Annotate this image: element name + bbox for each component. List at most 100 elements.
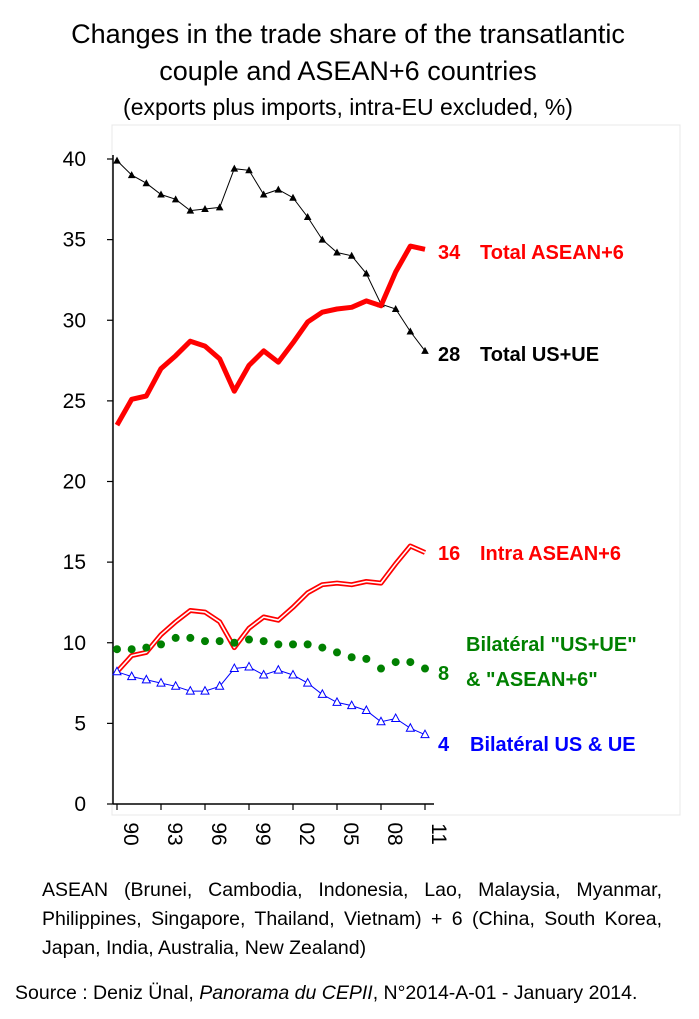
x-tick-label: 99 [251,822,274,845]
end-value-label: 4 [438,734,450,756]
end-value-label: 28 [438,344,460,366]
data-point-total-us-ue [186,206,195,214]
x-tick-label: 96 [207,822,230,845]
data-point-bilateral-us-ue [170,680,181,690]
data-point-bilateral-us-ue [112,666,122,676]
data-point-total-us-ue [142,179,151,187]
series-name-label: Bilatéral US & UE [470,734,636,756]
data-point-total-us-ue [157,190,165,198]
data-point-bilateral-us-ue [156,677,166,687]
data-point-total-us-ue [421,346,429,354]
data-point-bilateral-us-ue [258,669,269,679]
series-name-label: Total ASEAN+6 [480,242,624,264]
data-point-bilateral-us-ue [302,677,313,687]
data-point-bilateral-usue-asean6 [421,664,429,673]
series-line-total-us-ue [116,160,426,352]
chart: Changes in the trade share of the transa… [63,19,681,846]
data-point-bilateral-us-ue [420,729,430,739]
data-point-bilateral-us-ue [361,704,372,714]
series-total-asean6 [114,243,426,427]
series-line-intra-asean6-inner [116,545,426,673]
data-point-bilateral-us-ue [346,700,357,710]
x-tick-label: 02 [295,822,318,845]
data-point-bilateral-usue-asean6 [171,633,180,642]
data-point-bilateral-usue-asean6 [377,664,385,673]
end-value-label: 34 [438,242,461,264]
data-point-total-us-ue [289,193,297,201]
data-point-bilateral-usue-asean6 [289,640,297,649]
series-bilateral-us-ue [112,661,430,739]
data-point-bilateral-usue-asean6 [362,654,371,663]
x-tick-label: 05 [339,822,362,845]
series-layer [112,156,430,739]
data-point-bilateral-usue-asean6 [333,648,341,657]
source-line: Source : Deniz Ünal, Panorama du CEPII, … [15,982,685,1005]
y-tick-label: 30 [63,309,86,332]
series-name-label: Bilatéral "US+UE" [466,634,637,656]
plot-area [111,124,681,816]
source-prefix: Source : Deniz Ünal, [15,982,200,1004]
x-tick-label: 08 [383,822,406,845]
data-point-total-us-ue [113,156,121,164]
data-point-total-us-ue [347,251,356,259]
data-point-total-us-ue [201,204,209,212]
data-point-bilateral-usue-asean6 [157,640,165,649]
data-point-bilateral-us-ue [288,669,298,679]
data-point-bilateral-usue-asean6 [406,658,415,667]
data-point-bilateral-us-ue [126,671,137,681]
data-point-bilateral-usue-asean6 [186,633,195,642]
data-point-bilateral-usue-asean6 [391,658,400,667]
data-point-bilateral-us-ue [332,696,342,706]
data-point-bilateral-us-ue [141,674,152,684]
data-point-bilateral-usue-asean6 [303,640,312,649]
data-point-bilateral-usue-asean6 [113,645,121,654]
data-point-total-us-ue [259,190,268,198]
data-point-bilateral-usue-asean6 [201,637,209,646]
series-name-label: Total US+UE [480,344,599,366]
data-point-total-us-ue [318,235,327,243]
data-point-bilateral-us-ue [376,716,386,726]
chart-title-line-1: Changes in the trade share of the transa… [71,19,625,49]
series-bilateral-usue-asean6 [113,633,429,673]
data-point-bilateral-us-ue [244,661,254,671]
end-value-label: 8 [438,663,449,685]
series-line-bilateral-us-ue [116,666,426,736]
source-journal: Panorama du CEPII [199,982,373,1004]
chart-subtitle: (exports plus imports, intra-EU excluded… [123,94,573,120]
y-tick-label: 15 [63,551,86,574]
data-point-bilateral-usue-asean6 [142,643,151,652]
data-point-bilateral-us-ue [200,685,210,695]
series-line-total-asean6 [114,243,426,427]
data-point-total-us-ue [171,195,180,203]
data-point-bilateral-usue-asean6 [274,640,283,649]
data-point-bilateral-us-ue [317,688,328,698]
data-point-bilateral-us-ue [229,662,240,673]
y-tick-label: 5 [74,712,86,735]
data-point-bilateral-usue-asean6 [259,637,268,646]
y-tick-label: 20 [63,471,86,494]
y-tick-label: 35 [63,229,86,252]
y-tick-label: 0 [74,793,86,816]
end-labels: 34 Total ASEAN+6 28 Total US+UE 16 Intra ASEA… [438,242,637,756]
series-name-label: & "ASEAN+6" [466,669,598,691]
data-point-total-us-ue [303,213,312,221]
data-point-bilateral-us-ue [185,685,196,695]
data-point-total-us-ue [391,304,400,312]
x-tick-label: 93 [163,822,186,845]
y-tick-label: 10 [63,632,86,655]
data-point-bilateral-usue-asean6 [215,637,224,646]
data-point-total-us-ue [215,203,224,211]
x-tick-label: 11 [427,823,450,845]
data-point-total-us-ue [127,171,136,179]
data-point-total-us-ue [333,248,341,256]
x-tick-label: 90 [119,822,142,845]
data-point-bilateral-us-ue [390,712,401,723]
data-point-bilateral-us-ue [405,722,416,732]
data-point-bilateral-us-ue [214,680,225,690]
data-point-total-us-ue [245,166,253,174]
data-point-total-us-ue [274,185,283,193]
data-point-total-us-ue [230,164,239,172]
data-point-bilateral-us-ue [273,664,284,674]
data-point-bilateral-usue-asean6 [230,638,239,647]
